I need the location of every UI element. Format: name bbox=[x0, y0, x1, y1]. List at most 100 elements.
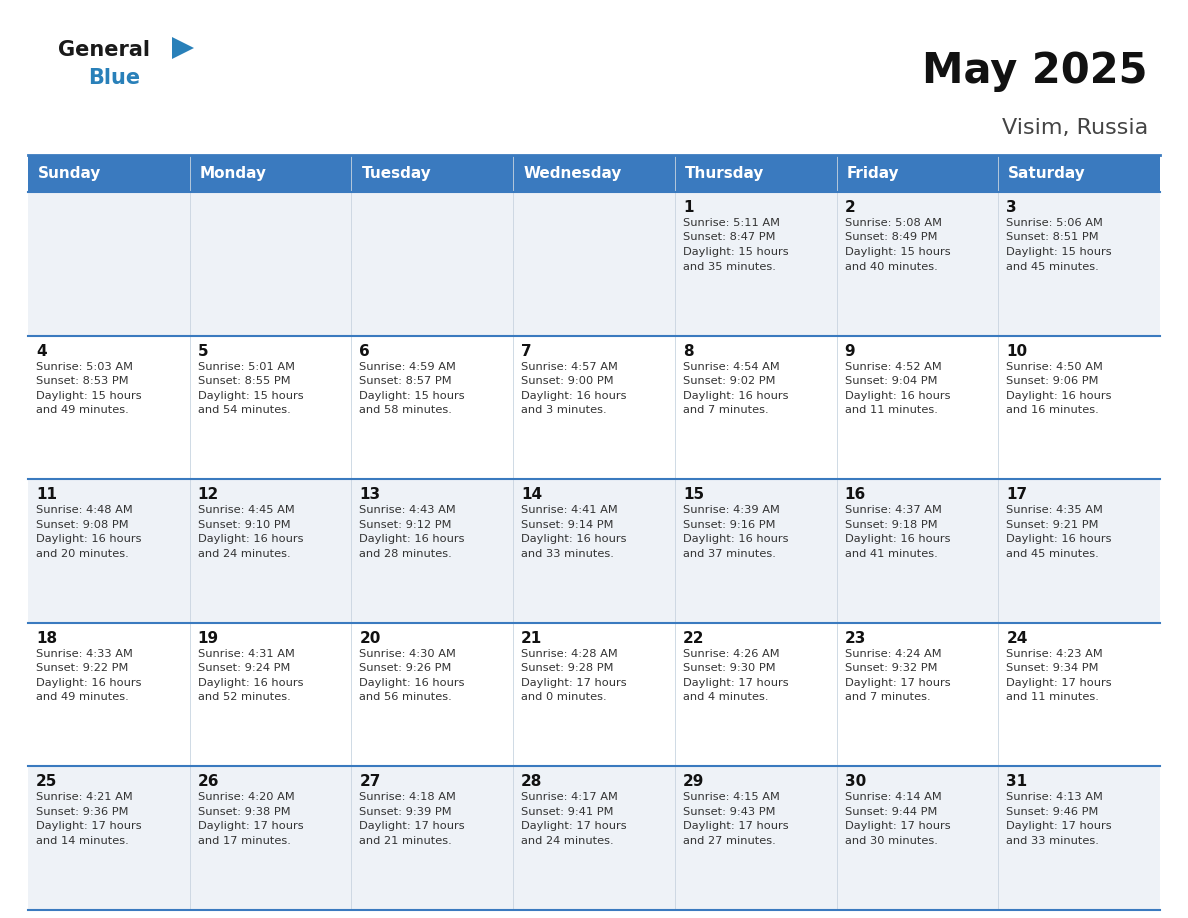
Text: Daylight: 15 hours: Daylight: 15 hours bbox=[683, 247, 789, 257]
Text: and 41 minutes.: and 41 minutes. bbox=[845, 549, 937, 559]
Text: Daylight: 16 hours: Daylight: 16 hours bbox=[522, 534, 626, 544]
Text: 18: 18 bbox=[36, 631, 57, 645]
Text: Sunrise: 4:37 AM: Sunrise: 4:37 AM bbox=[845, 505, 941, 515]
Text: Sunrise: 4:15 AM: Sunrise: 4:15 AM bbox=[683, 792, 779, 802]
Text: Sunrise: 4:50 AM: Sunrise: 4:50 AM bbox=[1006, 362, 1104, 372]
Text: 11: 11 bbox=[36, 487, 57, 502]
Text: Sunset: 9:14 PM: Sunset: 9:14 PM bbox=[522, 520, 614, 530]
Text: Sunset: 9:32 PM: Sunset: 9:32 PM bbox=[845, 664, 937, 673]
Text: Sunrise: 4:24 AM: Sunrise: 4:24 AM bbox=[845, 649, 941, 659]
Text: 4: 4 bbox=[36, 343, 46, 359]
Bar bbox=[29, 336, 1159, 479]
Text: 6: 6 bbox=[360, 343, 371, 359]
Text: and 20 minutes.: and 20 minutes. bbox=[36, 549, 128, 559]
Text: Daylight: 16 hours: Daylight: 16 hours bbox=[683, 390, 789, 400]
Text: Daylight: 16 hours: Daylight: 16 hours bbox=[360, 677, 465, 688]
Bar bbox=[513, 155, 675, 192]
Text: Sunset: 8:47 PM: Sunset: 8:47 PM bbox=[683, 232, 776, 242]
Text: 28: 28 bbox=[522, 775, 543, 789]
Text: Sunrise: 4:35 AM: Sunrise: 4:35 AM bbox=[1006, 505, 1104, 515]
Text: Daylight: 16 hours: Daylight: 16 hours bbox=[522, 390, 626, 400]
Text: Sunrise: 5:06 AM: Sunrise: 5:06 AM bbox=[1006, 218, 1104, 228]
Text: Sunset: 9:04 PM: Sunset: 9:04 PM bbox=[845, 376, 937, 386]
Text: Daylight: 17 hours: Daylight: 17 hours bbox=[845, 822, 950, 832]
Text: Sunset: 9:34 PM: Sunset: 9:34 PM bbox=[1006, 664, 1099, 673]
Text: Sunset: 9:38 PM: Sunset: 9:38 PM bbox=[197, 807, 290, 817]
Text: and 24 minutes.: and 24 minutes. bbox=[197, 549, 290, 559]
Text: Sunrise: 4:18 AM: Sunrise: 4:18 AM bbox=[360, 792, 456, 802]
Text: and 27 minutes.: and 27 minutes. bbox=[683, 836, 776, 845]
Text: Daylight: 17 hours: Daylight: 17 hours bbox=[197, 822, 303, 832]
Text: Sunrise: 5:01 AM: Sunrise: 5:01 AM bbox=[197, 362, 295, 372]
Text: May 2025: May 2025 bbox=[923, 50, 1148, 92]
Text: Visim, Russia: Visim, Russia bbox=[1001, 118, 1148, 138]
Text: Daylight: 15 hours: Daylight: 15 hours bbox=[1006, 247, 1112, 257]
Text: Daylight: 15 hours: Daylight: 15 hours bbox=[36, 390, 141, 400]
Text: 27: 27 bbox=[360, 775, 381, 789]
Text: 15: 15 bbox=[683, 487, 704, 502]
Bar bbox=[998, 155, 1159, 192]
Text: and 4 minutes.: and 4 minutes. bbox=[683, 692, 769, 702]
Text: Daylight: 16 hours: Daylight: 16 hours bbox=[1006, 534, 1112, 544]
Text: Sunset: 8:55 PM: Sunset: 8:55 PM bbox=[197, 376, 290, 386]
Text: Sunrise: 4:31 AM: Sunrise: 4:31 AM bbox=[197, 649, 295, 659]
Text: and 17 minutes.: and 17 minutes. bbox=[197, 836, 291, 845]
Text: 23: 23 bbox=[845, 631, 866, 645]
Text: Sunrise: 4:23 AM: Sunrise: 4:23 AM bbox=[1006, 649, 1102, 659]
Text: Daylight: 17 hours: Daylight: 17 hours bbox=[522, 822, 627, 832]
Text: Sunset: 9:16 PM: Sunset: 9:16 PM bbox=[683, 520, 776, 530]
Text: Sunrise: 4:28 AM: Sunrise: 4:28 AM bbox=[522, 649, 618, 659]
Text: Sunset: 9:39 PM: Sunset: 9:39 PM bbox=[360, 807, 453, 817]
Text: and 7 minutes.: and 7 minutes. bbox=[683, 405, 769, 415]
Text: 25: 25 bbox=[36, 775, 57, 789]
Text: Sunrise: 4:33 AM: Sunrise: 4:33 AM bbox=[36, 649, 133, 659]
Bar bbox=[29, 622, 1159, 767]
Text: Wednesday: Wednesday bbox=[523, 166, 621, 181]
Text: General: General bbox=[58, 40, 150, 60]
Text: Sunrise: 4:20 AM: Sunrise: 4:20 AM bbox=[197, 792, 295, 802]
Text: 3: 3 bbox=[1006, 200, 1017, 215]
Text: Sunrise: 4:59 AM: Sunrise: 4:59 AM bbox=[360, 362, 456, 372]
Text: and 30 minutes.: and 30 minutes. bbox=[845, 836, 937, 845]
Text: and 45 minutes.: and 45 minutes. bbox=[1006, 262, 1099, 272]
Text: Sunrise: 4:17 AM: Sunrise: 4:17 AM bbox=[522, 792, 618, 802]
Text: 1: 1 bbox=[683, 200, 694, 215]
Text: 26: 26 bbox=[197, 775, 220, 789]
Text: 5: 5 bbox=[197, 343, 208, 359]
Text: Sunrise: 4:39 AM: Sunrise: 4:39 AM bbox=[683, 505, 779, 515]
Bar bbox=[675, 155, 836, 192]
Text: Sunset: 8:53 PM: Sunset: 8:53 PM bbox=[36, 376, 128, 386]
Polygon shape bbox=[172, 37, 194, 59]
Text: 30: 30 bbox=[845, 775, 866, 789]
Text: Sunrise: 4:52 AM: Sunrise: 4:52 AM bbox=[845, 362, 941, 372]
Text: and 28 minutes.: and 28 minutes. bbox=[360, 549, 453, 559]
Text: and 54 minutes.: and 54 minutes. bbox=[197, 405, 290, 415]
Text: and 45 minutes.: and 45 minutes. bbox=[1006, 549, 1099, 559]
Text: Daylight: 15 hours: Daylight: 15 hours bbox=[845, 247, 950, 257]
Text: and 14 minutes.: and 14 minutes. bbox=[36, 836, 128, 845]
Text: and 0 minutes.: and 0 minutes. bbox=[522, 692, 607, 702]
Text: Sunset: 9:26 PM: Sunset: 9:26 PM bbox=[360, 664, 451, 673]
Text: Sunrise: 4:45 AM: Sunrise: 4:45 AM bbox=[197, 505, 295, 515]
Text: 31: 31 bbox=[1006, 775, 1028, 789]
Text: and 35 minutes.: and 35 minutes. bbox=[683, 262, 776, 272]
Text: Sunrise: 4:13 AM: Sunrise: 4:13 AM bbox=[1006, 792, 1104, 802]
Text: Daylight: 17 hours: Daylight: 17 hours bbox=[1006, 677, 1112, 688]
Bar bbox=[836, 155, 998, 192]
Text: Daylight: 16 hours: Daylight: 16 hours bbox=[1006, 390, 1112, 400]
Text: Daylight: 16 hours: Daylight: 16 hours bbox=[683, 534, 789, 544]
Text: Daylight: 16 hours: Daylight: 16 hours bbox=[845, 534, 950, 544]
Text: Sunrise: 4:57 AM: Sunrise: 4:57 AM bbox=[522, 362, 618, 372]
Text: Sunset: 9:21 PM: Sunset: 9:21 PM bbox=[1006, 520, 1099, 530]
Text: Daylight: 17 hours: Daylight: 17 hours bbox=[360, 822, 465, 832]
Text: 24: 24 bbox=[1006, 631, 1028, 645]
Text: Sunrise: 5:11 AM: Sunrise: 5:11 AM bbox=[683, 218, 779, 228]
Text: Sunset: 9:06 PM: Sunset: 9:06 PM bbox=[1006, 376, 1099, 386]
Text: Daylight: 16 hours: Daylight: 16 hours bbox=[197, 677, 303, 688]
Text: Sunset: 8:57 PM: Sunset: 8:57 PM bbox=[360, 376, 453, 386]
Text: and 58 minutes.: and 58 minutes. bbox=[360, 405, 453, 415]
Bar bbox=[29, 155, 190, 192]
Text: Sunrise: 4:54 AM: Sunrise: 4:54 AM bbox=[683, 362, 779, 372]
Text: Sunset: 9:36 PM: Sunset: 9:36 PM bbox=[36, 807, 128, 817]
Text: Sunrise: 4:43 AM: Sunrise: 4:43 AM bbox=[360, 505, 456, 515]
